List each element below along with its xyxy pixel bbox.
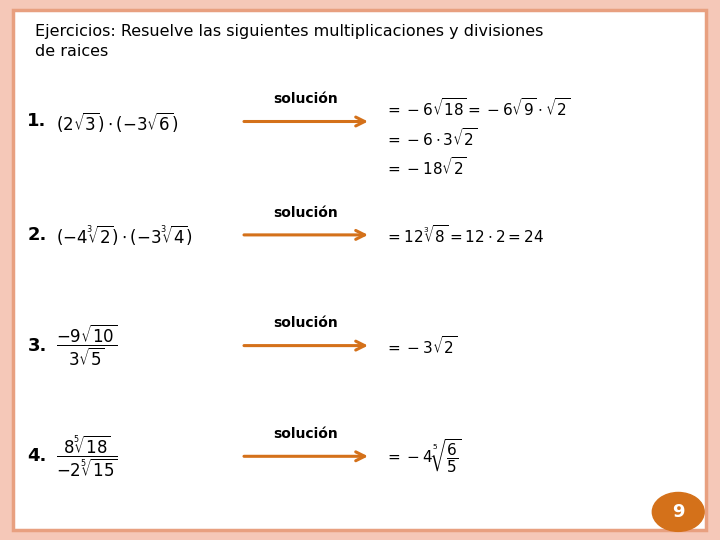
Circle shape bbox=[652, 492, 704, 531]
Text: solución: solución bbox=[274, 206, 338, 220]
Text: 3.: 3. bbox=[27, 336, 47, 355]
Text: $= 12\sqrt[3]{8} = 12\cdot 2 = 24$: $= 12\sqrt[3]{8} = 12\cdot 2 = 24$ bbox=[385, 224, 544, 246]
Text: 4.: 4. bbox=[27, 447, 47, 465]
Text: 2.: 2. bbox=[27, 226, 47, 244]
Text: $= -18\sqrt{2}$: $= -18\sqrt{2}$ bbox=[385, 157, 467, 178]
Text: $= -6\sqrt{18} = -6\sqrt{9}\cdot\sqrt{2}$: $= -6\sqrt{18} = -6\sqrt{9}\cdot\sqrt{2}… bbox=[385, 97, 571, 119]
Text: $(2\sqrt{3})\cdot(-3\sqrt{6})$: $(2\sqrt{3})\cdot(-3\sqrt{6})$ bbox=[56, 110, 179, 133]
Text: 9: 9 bbox=[672, 503, 685, 521]
Text: $= -4\sqrt[5]{\dfrac{6}{5}}$: $= -4\sqrt[5]{\dfrac{6}{5}}$ bbox=[385, 437, 462, 475]
Text: Ejercicios: Resuelve las siguientes multiplicaciones y divisiones
de raices: Ejercicios: Resuelve las siguientes mult… bbox=[35, 24, 543, 59]
Text: $= -6\cdot 3\sqrt{2}$: $= -6\cdot 3\sqrt{2}$ bbox=[385, 127, 478, 148]
Text: $\dfrac{-9\sqrt{10}}{3\sqrt{5}}$: $\dfrac{-9\sqrt{10}}{3\sqrt{5}}$ bbox=[56, 323, 117, 368]
Text: $(-4\sqrt[3]{2})\cdot(-3\sqrt[3]{4})$: $(-4\sqrt[3]{2})\cdot(-3\sqrt[3]{4})$ bbox=[56, 223, 193, 247]
Text: 1.: 1. bbox=[27, 112, 47, 131]
Text: $\dfrac{8\sqrt[5]{18}}{-2\sqrt[5]{15}}$: $\dfrac{8\sqrt[5]{18}}{-2\sqrt[5]{15}}$ bbox=[56, 434, 118, 479]
Text: $= -3\sqrt{2}$: $= -3\sqrt{2}$ bbox=[385, 335, 457, 356]
Text: solución: solución bbox=[274, 427, 338, 441]
Text: solución: solución bbox=[274, 316, 338, 330]
Text: solución: solución bbox=[274, 92, 338, 106]
